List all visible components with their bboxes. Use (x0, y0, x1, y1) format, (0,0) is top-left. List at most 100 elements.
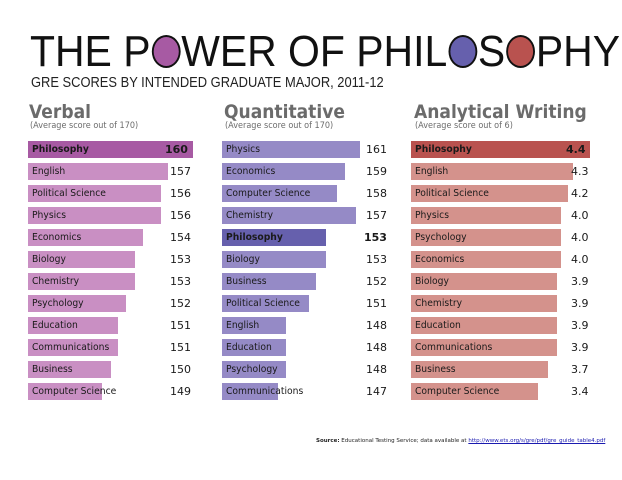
bar-label: Communications (32, 342, 110, 353)
bar-value: 3.9 (571, 319, 589, 332)
bar-value: 148 (366, 363, 387, 376)
bar-quantitative (222, 251, 326, 268)
bar-value: 4.0 (571, 253, 589, 266)
bar-value: 156 (170, 209, 191, 222)
bar-quantitative (222, 383, 278, 400)
bar-value: 4.3 (571, 165, 589, 178)
bar-verbal (28, 141, 193, 158)
bar-label: English (226, 320, 260, 331)
bar-label: Biology (32, 254, 66, 265)
bar-value: 158 (366, 187, 387, 200)
title-text: PHY (535, 27, 621, 76)
bar-label: Political Science (415, 188, 489, 199)
bar-value: 3.4 (571, 385, 589, 398)
bar-quantitative (222, 273, 316, 290)
bar-label: English (32, 166, 66, 177)
bar-value: 152 (366, 275, 387, 288)
bar-verbal (28, 295, 126, 312)
bar-label: Philosophy (32, 144, 89, 155)
bar-value: 157 (170, 165, 191, 178)
quantitative-heading: Quantitative (224, 101, 345, 123)
bar-writing (411, 229, 561, 246)
bar-value: 153 (364, 231, 387, 244)
bar-value: 4.0 (571, 231, 589, 244)
bar-label: Economics (415, 254, 465, 265)
bar-label: Computer Science (226, 188, 311, 199)
bar-value: 148 (366, 341, 387, 354)
bar-label: Psychology (415, 232, 467, 243)
bar-label: Education (415, 320, 461, 331)
bar-writing (411, 207, 561, 224)
title-text: THE P (30, 27, 151, 76)
bar-label: Psychology (226, 364, 278, 375)
bar-quantitative (222, 229, 326, 246)
bar-label: Political Science (226, 298, 300, 309)
bar-value: 151 (170, 319, 191, 332)
bar-value: 148 (366, 319, 387, 332)
bar-writing (411, 383, 538, 400)
bar-quantitative (222, 361, 286, 378)
bar-value: 160 (165, 143, 188, 156)
bar-label: Philosophy (226, 232, 283, 243)
bar-label: Chemistry (415, 298, 463, 309)
source-label: Source: (316, 438, 340, 444)
bar-label: Computer Science (32, 386, 117, 397)
bar-label: Psychology (32, 298, 84, 309)
bar-label: Biology (226, 254, 260, 265)
writing-heading: Analytical Writing (414, 101, 587, 123)
circle-icon-verbal (151, 35, 181, 68)
bar-value: 4.0 (571, 209, 589, 222)
circle-icon-writing (506, 35, 535, 68)
title-text: WER OF PHIL (181, 27, 448, 76)
bar-label: Chemistry (32, 276, 80, 287)
bar-label: Education (32, 320, 78, 331)
bar-value: 153 (170, 275, 191, 288)
bar-label: Physics (32, 210, 67, 221)
bar-quantitative (222, 163, 345, 180)
bar-value: 157 (366, 209, 387, 222)
bar-value: 147 (366, 385, 387, 398)
bar-label: Economics (226, 166, 276, 177)
bar-writing (411, 141, 590, 158)
bar-value: 149 (170, 385, 191, 398)
bar-writing (411, 251, 561, 268)
bar-writing (411, 273, 557, 290)
source-text: Educational Testing Service; data availa… (339, 438, 469, 444)
bar-value: 150 (170, 363, 191, 376)
bar-writing (411, 339, 557, 356)
bar-value: 159 (366, 165, 387, 178)
bar-writing (411, 185, 568, 202)
bar-value: 4.4 (566, 143, 586, 156)
bar-label: Education (226, 342, 272, 353)
bar-label: Business (226, 276, 267, 287)
bar-verbal (28, 163, 168, 180)
bar-value: 3.7 (571, 363, 589, 376)
bar-quantitative (222, 339, 286, 356)
bar-writing (411, 163, 573, 180)
bar-quantitative (222, 185, 337, 202)
bar-label: Business (415, 364, 456, 375)
bar-verbal (28, 185, 161, 202)
bar-label: Physics (415, 210, 450, 221)
bar-label: Philosophy (415, 144, 472, 155)
source-link[interactable]: http://www.ets.org/s/gre/pdf/gre_guide_t… (468, 438, 606, 444)
bar-writing (411, 317, 557, 334)
bar-verbal (28, 251, 135, 268)
bar-label: Physics (226, 144, 261, 155)
bar-label: English (415, 166, 449, 177)
bar-verbal (28, 361, 111, 378)
bar-label: Communications (415, 342, 493, 353)
bar-writing (411, 295, 557, 312)
source-note: Source: Educational Testing Service; dat… (316, 438, 605, 444)
bar-label: Economics (32, 232, 82, 243)
bar-verbal (28, 273, 135, 290)
bar-label: Communications (226, 386, 304, 397)
quantitative-subheading: (Average score out of 170) (225, 121, 334, 131)
bar-quantitative (222, 317, 286, 334)
bar-verbal (28, 383, 102, 400)
bar-verbal (28, 339, 118, 356)
bar-label: Political Science (32, 188, 106, 199)
chart-title: THE P WER OF PHIL S PHY (30, 30, 620, 74)
writing-subheading: (Average score out of 6) (415, 121, 513, 131)
bar-value: 153 (170, 253, 191, 266)
